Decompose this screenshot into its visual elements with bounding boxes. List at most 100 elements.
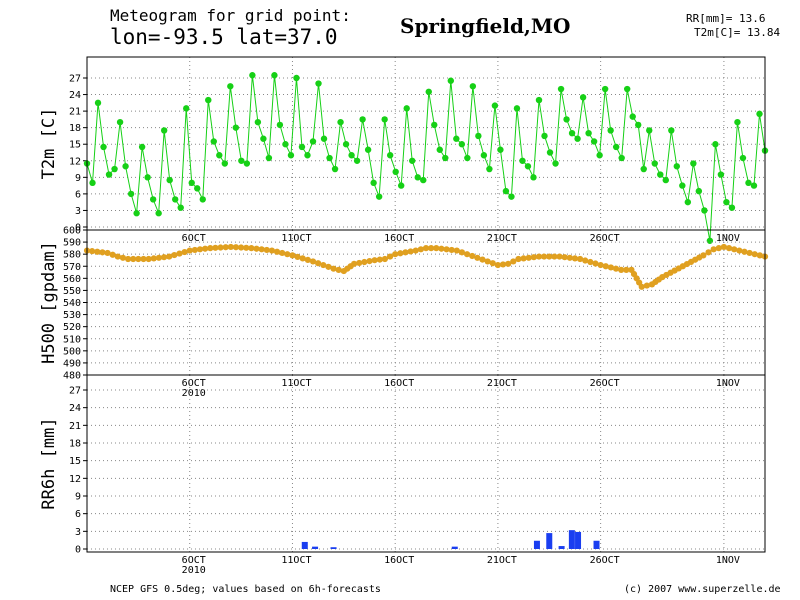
temperature-point: [403, 105, 410, 112]
temperature-point: [326, 154, 333, 162]
geopotential-point: [155, 254, 163, 261]
temperature-point: [453, 135, 460, 142]
geopotential-point: [582, 257, 589, 264]
temperature-point: [111, 165, 118, 173]
location-title: Springfield,MO: [400, 14, 571, 38]
temperature-point: [486, 165, 493, 173]
temperature-point: [282, 141, 289, 148]
geopotential-point: [109, 251, 116, 258]
y-tick-label: 550: [63, 286, 81, 297]
temperature-point: [243, 160, 251, 167]
geopotential-point: [746, 249, 753, 257]
geopotential-point: [535, 253, 543, 260]
temperature-point: [199, 196, 206, 203]
geopotential-point: [191, 246, 198, 254]
geopotential-point: [176, 250, 183, 257]
temperature-point: [166, 176, 173, 184]
temperature-point: [640, 165, 647, 173]
y-tick-label: 24: [69, 403, 81, 414]
footer-credit: (c) 2007 www.superzelle.de: [624, 584, 781, 595]
y-tick-label: 500: [63, 346, 81, 357]
temperature-point: [535, 96, 543, 104]
footer-source: NCEP GFS 0.5deg; values based on 6h-fore…: [110, 584, 381, 595]
temperature-point: [249, 72, 256, 79]
y-tick-label: 590: [63, 238, 81, 249]
geopotential-point: [397, 250, 404, 257]
temperature-point: [585, 129, 592, 137]
temperature-point: [260, 135, 267, 142]
geopotential-point: [207, 245, 214, 252]
geopotential-point: [469, 252, 476, 260]
temperature-point: [695, 187, 703, 195]
geopotential-point: [407, 248, 414, 255]
temperature-point: [464, 154, 471, 162]
temperature-point: [227, 83, 234, 90]
temperature-point: [574, 135, 581, 142]
y-tick-label: 27: [69, 386, 81, 397]
precip-bar: [312, 546, 319, 549]
temperature-point: [133, 210, 140, 217]
geopotential-point: [294, 253, 301, 260]
temperature-point: [116, 118, 124, 126]
geopotential-point: [556, 253, 563, 260]
temperature-point: [144, 174, 151, 181]
geopotential-point: [751, 251, 758, 258]
y-tick-label: 530: [63, 310, 81, 321]
temperature-point: [519, 157, 526, 164]
x-tick-label: 26OCT: [590, 233, 620, 244]
geopotential-point: [571, 255, 579, 262]
temperature-point: [397, 182, 405, 189]
x-tick-label: 1NOV: [716, 378, 740, 389]
temperature-point: [756, 110, 763, 118]
geopotential-point: [725, 245, 733, 252]
temperature-point: [618, 154, 625, 162]
temperature-point: [276, 121, 284, 129]
y-tick-label: 27: [69, 74, 81, 85]
temperature-point: [546, 149, 554, 156]
geopotential-point: [325, 263, 332, 270]
temperature-point: [232, 124, 240, 131]
geopotential-point: [130, 255, 137, 263]
geopotential-point: [428, 245, 435, 252]
precip-bar: [330, 547, 337, 549]
x-tick-sublabel: 2010: [182, 388, 206, 399]
geopotential-point: [361, 258, 368, 266]
geopotential-point: [289, 252, 296, 259]
temperature-point: [629, 113, 636, 120]
geopotential-point: [463, 251, 471, 258]
geopotential-point: [587, 258, 594, 266]
geopotential-point: [284, 251, 291, 258]
geopotential-point: [402, 249, 409, 256]
geopotential-point: [494, 261, 502, 269]
precip-bar: [575, 531, 582, 549]
x-tick-label: 26OCT: [590, 378, 620, 389]
geopotential-point: [623, 266, 630, 273]
y-tick-label: 15: [69, 456, 81, 467]
temperature-point: [254, 118, 262, 126]
temperature-point: [238, 157, 245, 164]
geopotential-point: [212, 244, 219, 251]
temperature-point: [386, 152, 394, 159]
x-tick-label: 6OCT: [182, 233, 206, 244]
y-tick-label: 12: [69, 156, 81, 167]
geopotential-point: [525, 254, 532, 261]
temperature-point: [287, 152, 295, 159]
y-tick-label: 6: [75, 509, 81, 520]
temperature-point: [668, 127, 675, 134]
geopotential-point: [89, 248, 96, 255]
geopotential-point: [458, 249, 466, 256]
geopotential-point: [140, 255, 147, 263]
geopotential-point: [530, 254, 537, 261]
geopotential-point: [602, 263, 609, 270]
temperature-point: [205, 96, 212, 104]
temperature-point: [436, 146, 443, 153]
temperature-point: [210, 138, 217, 145]
temperature-point: [701, 207, 708, 214]
geopotential-point: [700, 252, 707, 259]
y-tick-label: 520: [63, 322, 81, 333]
geopotential-point: [638, 283, 645, 290]
y-tick-label: 0: [75, 223, 81, 234]
temperature-point: [635, 121, 642, 129]
temperature-point: [480, 152, 488, 159]
